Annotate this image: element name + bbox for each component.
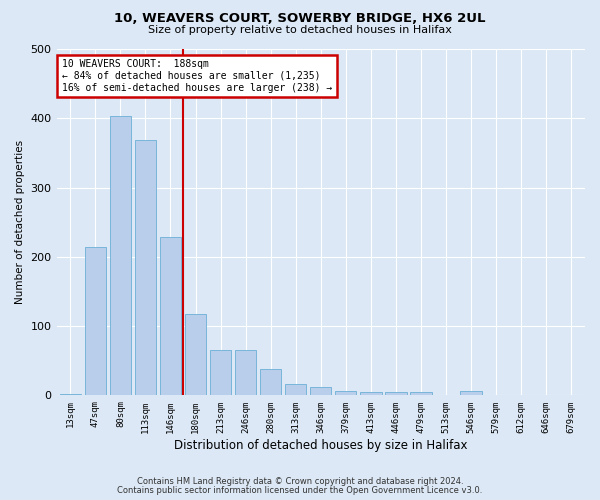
Bar <box>460 390 482 396</box>
Bar <box>285 384 307 396</box>
Bar <box>360 392 382 396</box>
Bar <box>235 350 256 396</box>
Text: 10, WEAVERS COURT, SOWERBY BRIDGE, HX6 2UL: 10, WEAVERS COURT, SOWERBY BRIDGE, HX6 2… <box>114 12 486 26</box>
Bar <box>260 369 281 396</box>
Bar <box>185 314 206 396</box>
Bar <box>410 392 431 396</box>
Text: Contains HM Land Registry data © Crown copyright and database right 2024.: Contains HM Land Registry data © Crown c… <box>137 477 463 486</box>
Bar <box>59 394 81 396</box>
Bar <box>310 387 331 396</box>
Bar <box>511 395 532 396</box>
Bar <box>536 395 557 396</box>
Text: 10 WEAVERS COURT:  188sqm
← 84% of detached houses are smaller (1,235)
16% of se: 10 WEAVERS COURT: 188sqm ← 84% of detach… <box>62 60 332 92</box>
Bar <box>160 238 181 396</box>
Bar <box>485 395 507 396</box>
Bar <box>335 392 356 396</box>
Text: Size of property relative to detached houses in Halifax: Size of property relative to detached ho… <box>148 25 452 35</box>
Bar <box>110 116 131 396</box>
Bar <box>436 395 457 396</box>
Y-axis label: Number of detached properties: Number of detached properties <box>15 140 25 304</box>
Bar <box>385 392 407 396</box>
X-axis label: Distribution of detached houses by size in Halifax: Distribution of detached houses by size … <box>174 440 467 452</box>
Bar <box>210 350 231 396</box>
Text: Contains public sector information licensed under the Open Government Licence v3: Contains public sector information licen… <box>118 486 482 495</box>
Bar <box>135 140 156 396</box>
Bar <box>85 247 106 396</box>
